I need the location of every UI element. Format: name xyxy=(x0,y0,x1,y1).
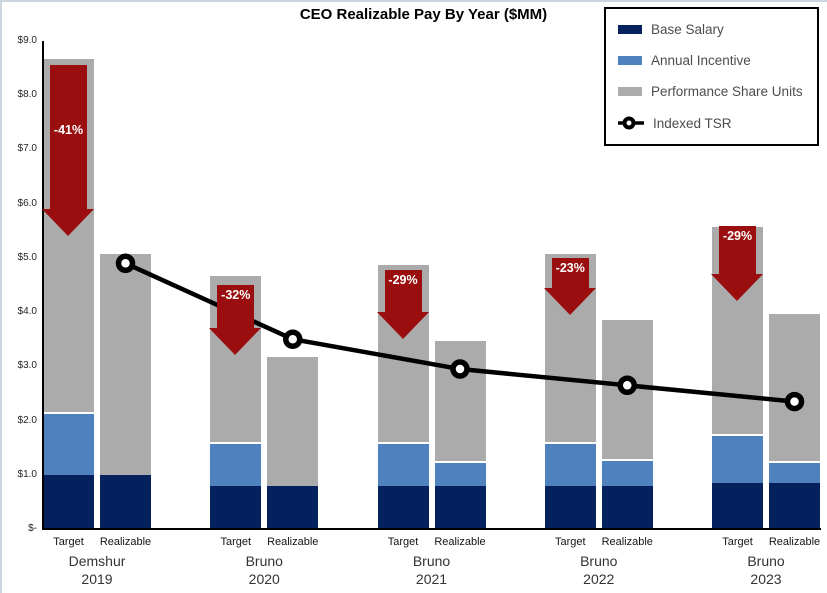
x-axis-bar-label-target: Target xyxy=(554,536,586,548)
bar-segment-base-salary xyxy=(43,474,94,529)
bar-segment-annual-incentive xyxy=(712,434,763,483)
legend-item-indexed-tsr: Indexed TSR xyxy=(618,115,813,131)
bar-segment-base-salary xyxy=(544,485,596,529)
y-axis-tick-label: $6.0 xyxy=(17,197,37,209)
change-arrow-label: -32% xyxy=(217,285,255,329)
bar-segment-annual-incentive xyxy=(601,458,653,486)
y-axis-tick-label: $4.0 xyxy=(17,306,37,318)
y-axis-tick-label: $1.0 xyxy=(17,468,37,480)
x-axis-year: 2020 xyxy=(248,571,280,587)
x-axis-bar-label-realizable: Realizable xyxy=(267,536,319,548)
x-axis-year: 2023 xyxy=(750,571,782,587)
x-axis-bar-label-realizable: Realizable xyxy=(99,536,152,548)
y-axis-tick-label: $- xyxy=(28,523,37,534)
x-axis-bar-label-realizable: Realizable xyxy=(768,536,821,548)
legend-item-performance-share-units: Performance Share Units xyxy=(618,84,813,99)
legend-swatch-annual-incentive xyxy=(618,56,642,65)
bar-segment-annual-incentive xyxy=(769,461,820,483)
y-axis-tick-label: $8.0 xyxy=(17,89,37,101)
tsr-marker xyxy=(283,329,303,349)
change-arrow-head xyxy=(376,312,429,340)
legend-item-base-salary: Base Salary xyxy=(618,22,813,37)
x-axis-bar-label-target: Target xyxy=(53,536,84,548)
x-axis-executive-name: Demshur xyxy=(68,553,126,569)
tsr-marker xyxy=(115,253,136,274)
change-arrow-label: -29% xyxy=(384,269,422,313)
tsr-marker xyxy=(784,391,805,412)
legend: Base Salary Annual Incentive Performance S… xyxy=(604,7,819,146)
legend-swatch-performance-share-units xyxy=(618,87,642,96)
bar-segment-annual-incentive xyxy=(434,461,486,486)
legend-line-marker-icon xyxy=(618,116,644,130)
bar-segment-base-salary xyxy=(769,482,820,529)
y-axis-tick-label: $5.0 xyxy=(17,251,37,263)
legend-item-label: Performance Share Units xyxy=(651,84,803,99)
change-arrow-label: -23% xyxy=(551,257,589,288)
bar-segment-base-salary xyxy=(601,485,653,529)
chart-title: CEO Realizable Pay By Year ($MM) xyxy=(299,6,548,23)
legend-item-label: Annual Incentive xyxy=(651,53,751,68)
change-arrow-head xyxy=(42,209,94,237)
x-axis-bar-label-target: Target xyxy=(220,536,252,548)
x-axis-year: 2022 xyxy=(583,571,615,587)
tsr-marker xyxy=(450,359,470,379)
legend-item-label: Base Salary xyxy=(651,22,724,37)
x-axis-year: 2021 xyxy=(415,571,448,587)
y-axis-tick-label: $3.0 xyxy=(17,360,37,372)
x-axis-executive-name: Bruno xyxy=(245,553,283,569)
x-axis-executive-name: Bruno xyxy=(412,553,451,569)
bar-segment-base-salary xyxy=(377,485,429,529)
change-arrow-head xyxy=(711,274,763,302)
bar-segment-annual-incentive xyxy=(377,442,429,486)
change-arrow-head xyxy=(209,328,262,356)
y-axis-line xyxy=(42,41,44,529)
bar-segment-base-salary xyxy=(267,485,319,529)
legend-swatch-base-salary xyxy=(618,25,642,34)
bar-segment-annual-incentive xyxy=(544,442,596,486)
y-axis-tick-label: $9.0 xyxy=(17,35,37,46)
bar-segment-annual-incentive xyxy=(210,442,262,486)
bar-segment-base-salary xyxy=(712,482,763,529)
bar-segment-annual-incentive xyxy=(43,412,94,475)
x-axis-executive-name: Bruno xyxy=(580,553,618,569)
y-axis-tick-label: $7.0 xyxy=(17,143,37,155)
bar-segment-performance-share-units xyxy=(100,252,151,475)
x-axis-bar-label-realizable: Realizable xyxy=(601,536,653,548)
x-axis-bar-label-target: Target xyxy=(387,536,419,548)
window-edge-left xyxy=(0,0,2,593)
bar-segment-base-salary xyxy=(210,485,262,529)
x-axis-year: 2019 xyxy=(81,571,113,587)
x-axis-line xyxy=(42,528,821,530)
bar-segment-base-salary xyxy=(100,474,151,529)
change-arrow-label: -29% xyxy=(719,226,756,275)
bar-segment-performance-share-units xyxy=(267,355,319,486)
x-axis-bar-label-realizable: Realizable xyxy=(434,536,486,548)
x-axis-executive-name: Bruno xyxy=(747,553,785,569)
window-edge-top xyxy=(0,0,827,2)
tsr-marker xyxy=(617,375,637,396)
x-axis-bar-label-target: Target xyxy=(722,536,753,548)
legend-item-annual-incentive: Annual Incentive xyxy=(618,53,813,68)
legend-item-label: Indexed TSR xyxy=(653,115,732,131)
y-axis-tick-label: $2.0 xyxy=(17,414,37,426)
bar-segment-base-salary xyxy=(434,485,486,529)
change-arrow-label: -41% xyxy=(50,65,87,210)
change-arrow-head xyxy=(543,287,596,315)
bar-segment-performance-share-units xyxy=(769,312,820,462)
